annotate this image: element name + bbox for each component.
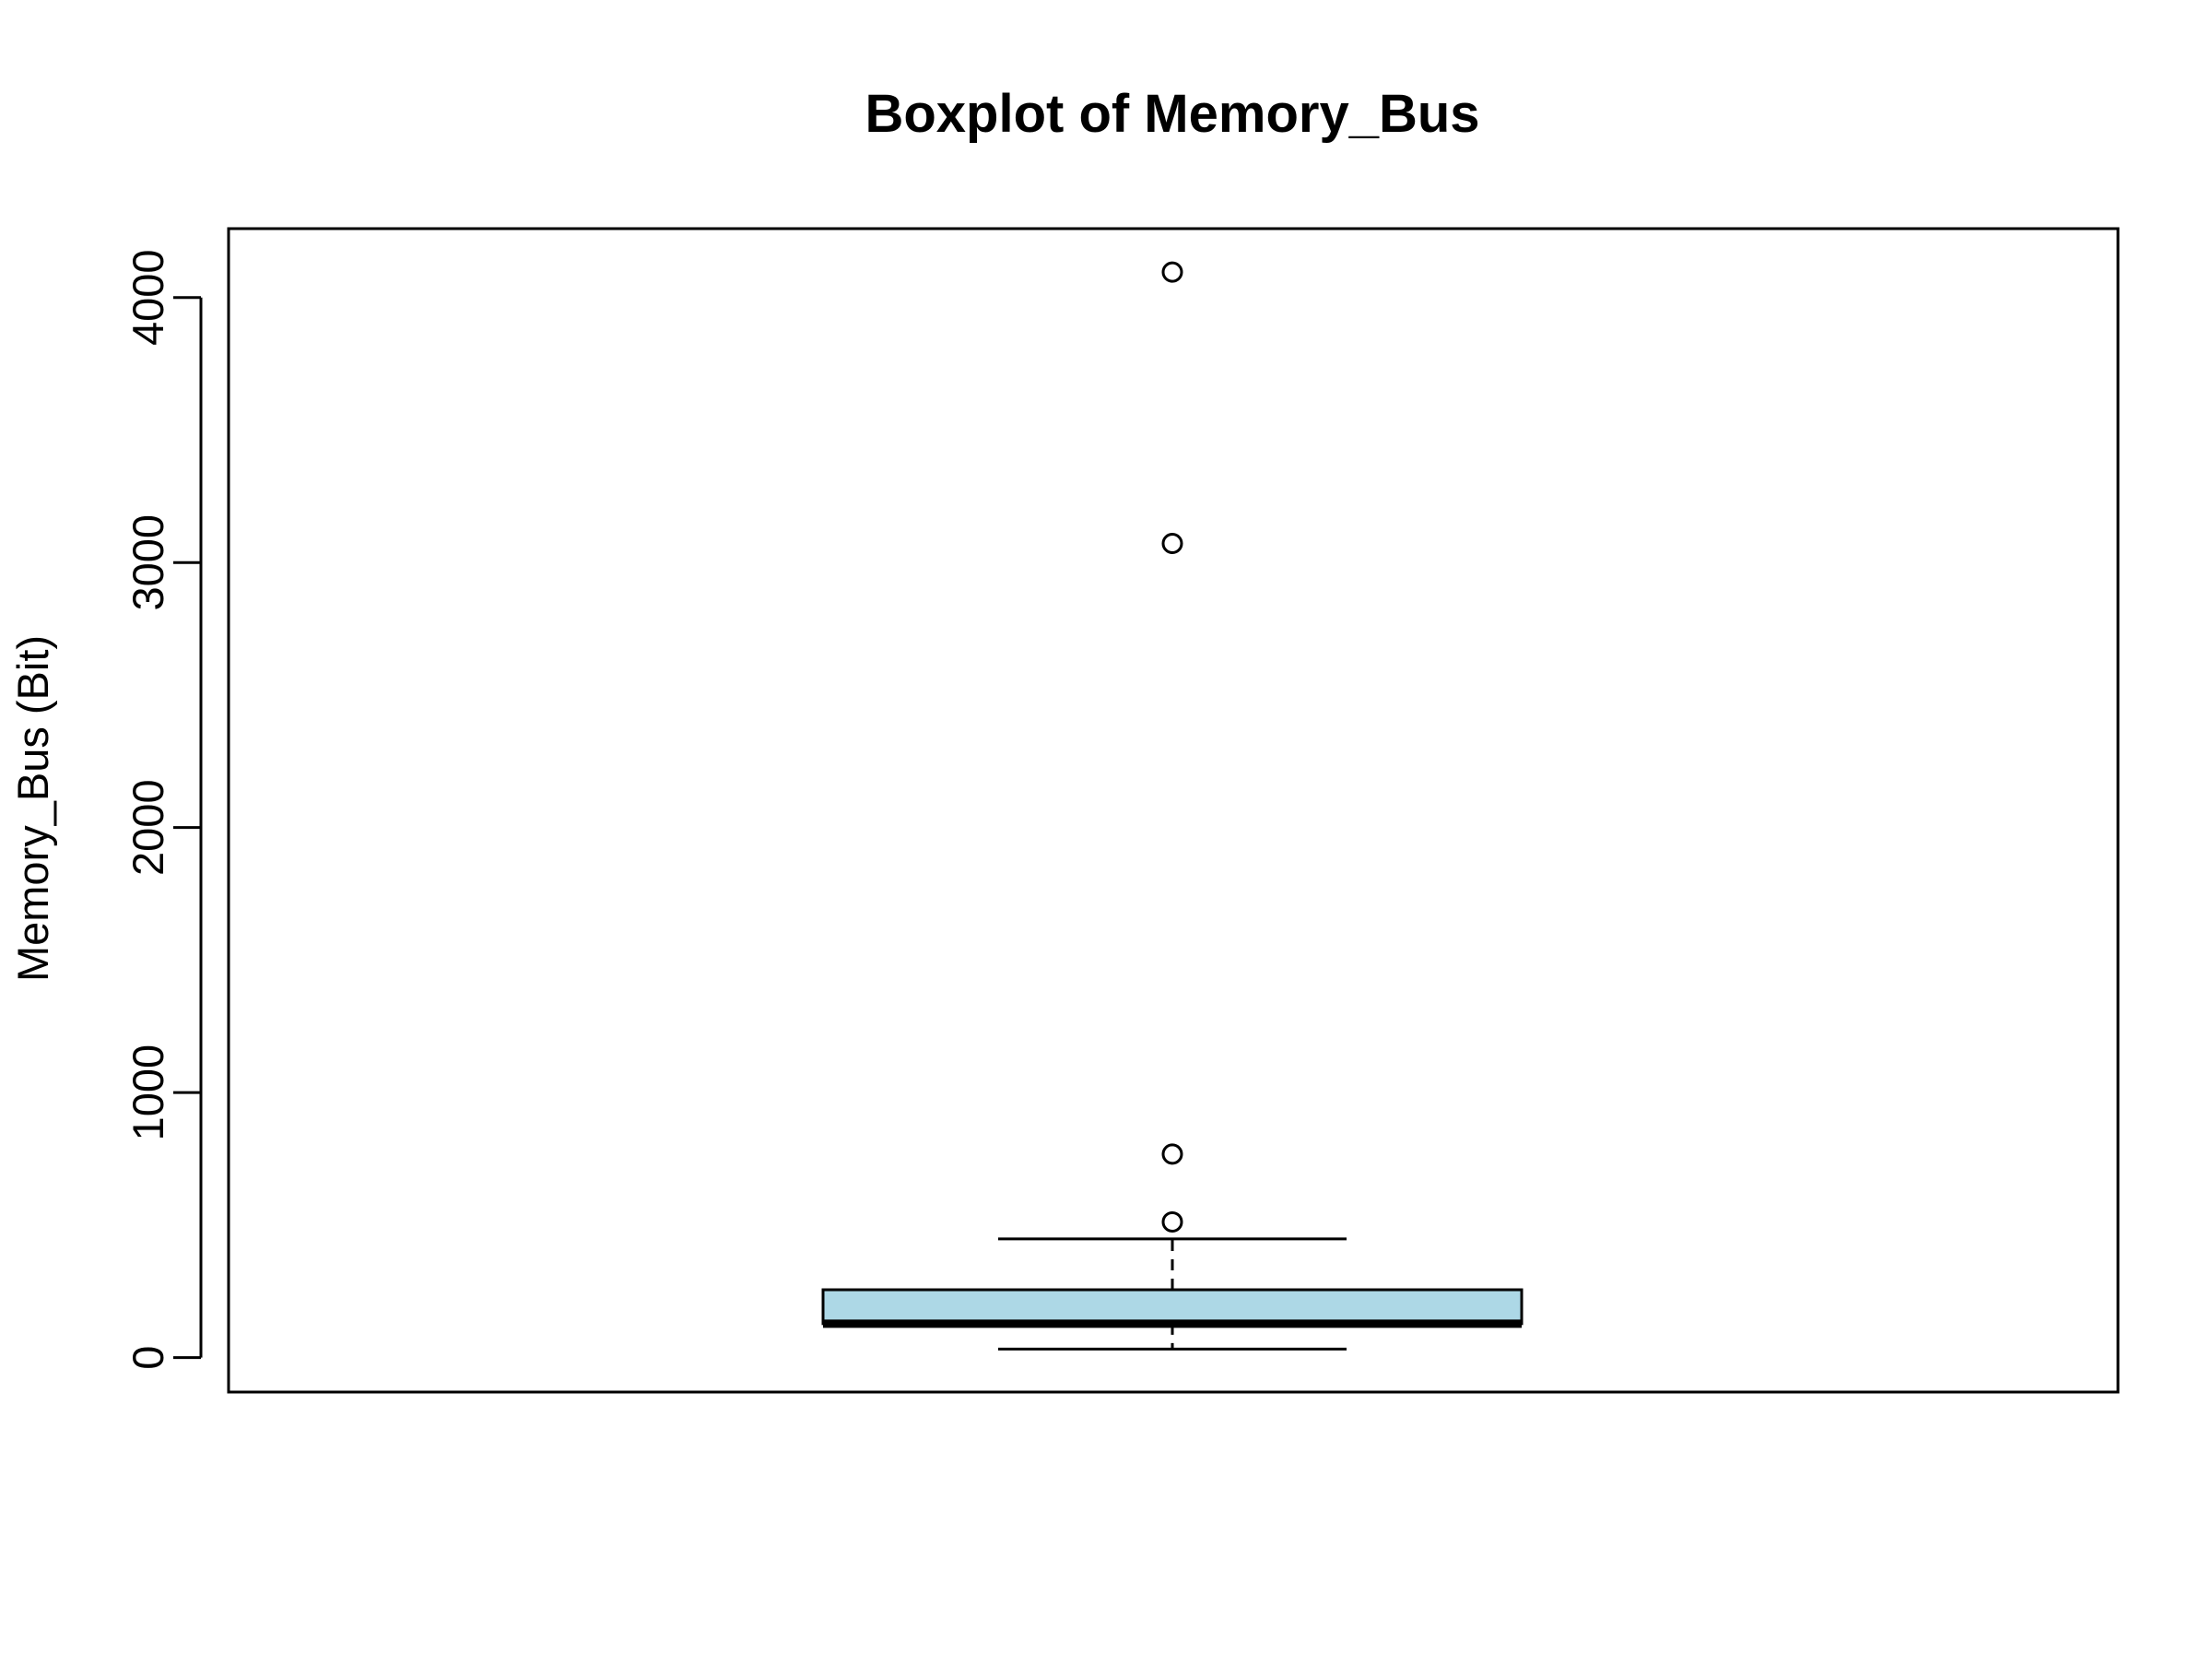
plot-frame	[227, 227, 2120, 1394]
outlier-point	[1161, 1210, 1183, 1233]
box-iqr	[821, 1288, 1524, 1326]
y-axis-label: Memory_Bus (Bit)	[8, 635, 57, 982]
y-tick-label: 4000	[124, 249, 172, 346]
chart-title: Boxplot of Memory_Bus	[865, 84, 1479, 144]
y-tick-label: 1000	[124, 1044, 172, 1141]
outlier-point	[1161, 533, 1183, 555]
outlier-point	[1161, 261, 1183, 283]
outlier-group	[1161, 261, 1183, 1233]
y-axis: 0 1000 2000 3000 4000	[124, 249, 203, 1370]
box-group	[821, 1237, 1524, 1351]
y-tick-label: 2000	[124, 779, 172, 876]
y-tick-label: 3000	[124, 514, 172, 611]
y-tick-label: 0	[124, 1346, 172, 1370]
outlier-point	[1161, 1143, 1183, 1165]
